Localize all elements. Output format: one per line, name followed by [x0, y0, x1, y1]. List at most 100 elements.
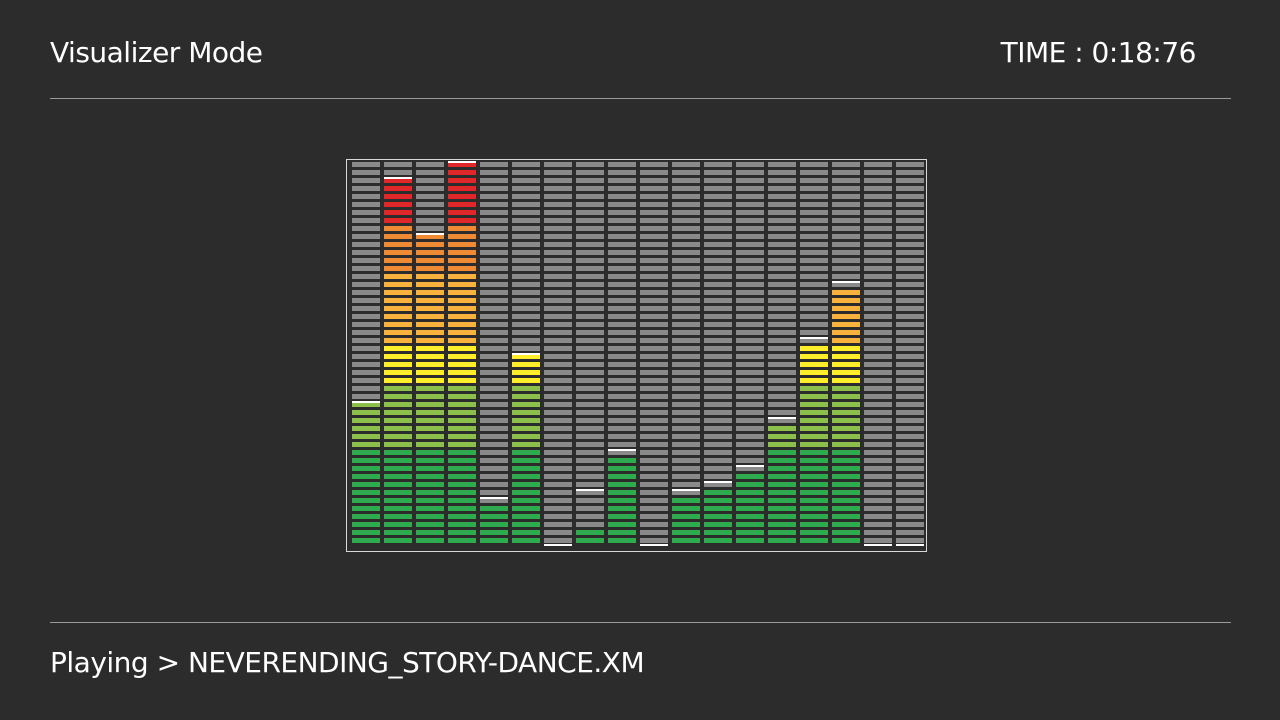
- segment-lit: [384, 402, 412, 407]
- segment-off: [672, 434, 700, 439]
- segment-lit: [608, 482, 636, 487]
- header-divider: [50, 98, 1231, 99]
- segment-lit: [800, 346, 828, 351]
- segment-off: [672, 162, 700, 167]
- segment-off: [544, 450, 572, 455]
- segment-lit: [416, 474, 444, 479]
- segment-off: [864, 250, 892, 255]
- segment-off: [704, 258, 732, 263]
- segment-off: [704, 178, 732, 183]
- segment-off: [544, 338, 572, 343]
- segment-off: [512, 242, 540, 247]
- segment-off: [512, 234, 540, 239]
- segment-off: [480, 426, 508, 431]
- segment-lit: [608, 490, 636, 495]
- segment-off: [352, 226, 380, 231]
- segment-lit: [800, 458, 828, 463]
- segment-off: [768, 330, 796, 335]
- segment-off: [544, 266, 572, 271]
- segment-off: [864, 274, 892, 279]
- segment-off: [640, 162, 668, 167]
- segment-off: [640, 194, 668, 199]
- segment-off: [896, 498, 924, 503]
- segment-off: [640, 282, 668, 287]
- segment-lit: [384, 514, 412, 519]
- segment-off: [480, 274, 508, 279]
- segment-lit: [416, 250, 444, 255]
- segment-off: [576, 474, 604, 479]
- segment-lit: [768, 426, 796, 431]
- segment-off: [512, 330, 540, 335]
- segment-off: [576, 226, 604, 231]
- segment-lit: [832, 514, 860, 519]
- segment-off: [544, 386, 572, 391]
- segment-off: [352, 362, 380, 367]
- segment-off: [736, 178, 764, 183]
- segment-lit: [448, 162, 476, 167]
- segment-lit: [608, 498, 636, 503]
- segment-lit: [384, 434, 412, 439]
- spectrum-band: [672, 162, 700, 543]
- segment-off: [704, 266, 732, 271]
- segment-off: [896, 370, 924, 375]
- segment-off: [480, 450, 508, 455]
- segment-lit: [704, 530, 732, 535]
- segment-off: [576, 202, 604, 207]
- segment-off: [768, 290, 796, 295]
- segment-off: [480, 362, 508, 367]
- segment-off: [544, 210, 572, 215]
- peak-marker: [672, 489, 700, 491]
- segment-off: [352, 162, 380, 167]
- segment-off: [864, 290, 892, 295]
- segment-off: [800, 282, 828, 287]
- segment-off: [512, 162, 540, 167]
- segment-lit: [352, 522, 380, 527]
- peak-marker: [384, 177, 412, 179]
- segment-off: [864, 242, 892, 247]
- segment-off: [576, 282, 604, 287]
- segment-off: [672, 266, 700, 271]
- segment-lit: [800, 386, 828, 391]
- time-separator: :: [1065, 36, 1092, 69]
- segment-lit: [512, 482, 540, 487]
- segment-lit: [512, 362, 540, 367]
- segment-off: [736, 298, 764, 303]
- segment-lit: [800, 498, 828, 503]
- segment-off: [576, 426, 604, 431]
- segment-lit: [416, 538, 444, 543]
- segment-off: [864, 362, 892, 367]
- segment-off: [736, 434, 764, 439]
- segment-lit: [384, 530, 412, 535]
- segment-off: [672, 274, 700, 279]
- segment-off: [608, 242, 636, 247]
- segment-off: [896, 522, 924, 527]
- segment-off: [896, 202, 924, 207]
- segment-off: [512, 274, 540, 279]
- segment-off: [896, 506, 924, 511]
- segment-lit: [448, 274, 476, 279]
- segment-off: [480, 346, 508, 351]
- segment-off: [608, 330, 636, 335]
- segment-off: [896, 298, 924, 303]
- segment-lit: [512, 370, 540, 375]
- segment-off: [704, 466, 732, 471]
- segment-off: [480, 314, 508, 319]
- segment-lit: [608, 458, 636, 463]
- segment-off: [480, 226, 508, 231]
- segment-off: [608, 306, 636, 311]
- segment-off: [640, 450, 668, 455]
- segment-off: [640, 322, 668, 327]
- segment-lit: [448, 298, 476, 303]
- segment-off: [544, 314, 572, 319]
- segment-off: [672, 314, 700, 319]
- peak-marker: [864, 544, 892, 546]
- segment-off: [480, 298, 508, 303]
- segment-off: [480, 442, 508, 447]
- segment-off: [640, 250, 668, 255]
- segment-off: [736, 242, 764, 247]
- segment-off: [672, 386, 700, 391]
- segment-off: [544, 402, 572, 407]
- segment-off: [576, 210, 604, 215]
- segment-off: [672, 218, 700, 223]
- segment-off: [800, 162, 828, 167]
